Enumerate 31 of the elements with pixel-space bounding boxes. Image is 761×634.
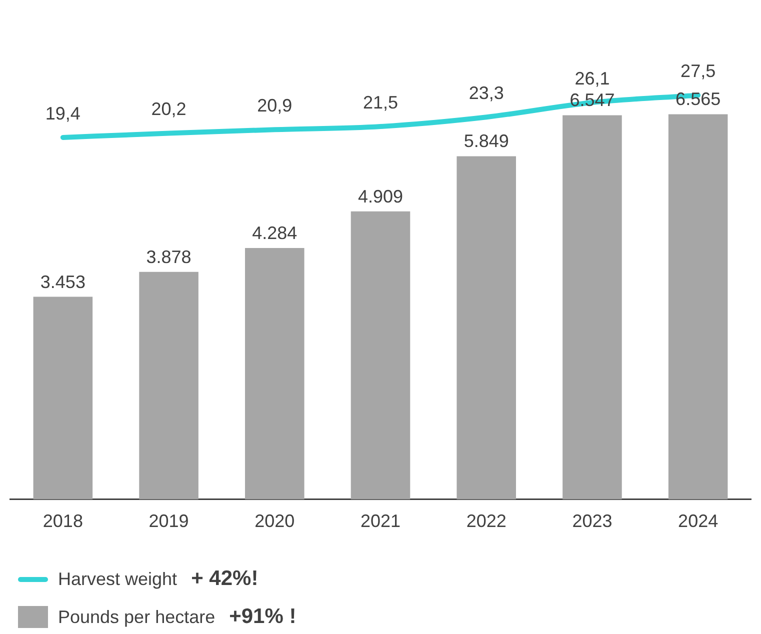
x-tick-label: 2019 [148, 511, 189, 532]
bar [668, 114, 728, 500]
legend-label: Harvest weight [58, 568, 178, 590]
data-label: 4.284 [252, 223, 298, 244]
x-tick-label: 2021 [360, 511, 401, 532]
bar [139, 272, 198, 500]
data-label: 4.909 [358, 186, 404, 206]
bar [245, 248, 304, 500]
bar [562, 115, 622, 500]
x-tick-label: 2020 [254, 511, 295, 532]
data-label: 26,1 [574, 68, 610, 88]
data-label: 27,5 [680, 61, 716, 82]
bar [33, 296, 93, 500]
data-label: 21,5 [362, 92, 398, 112]
legend-label: Pounds per hectare [58, 606, 216, 628]
text: + 42%! [191, 567, 258, 591]
data-label: 5.849 [464, 131, 509, 152]
x-tick-label: 2022 [466, 511, 506, 532]
x-tick-label: 2024 [678, 511, 718, 532]
bar [350, 211, 410, 500]
text: +91% ! [229, 605, 296, 629]
x-tick-label: 2018 [42, 511, 83, 532]
data-label: 3.878 [146, 246, 192, 267]
data-label: 23,3 [468, 83, 504, 104]
data-label: 19,4 [45, 103, 80, 124]
data-label: 20,9 [257, 96, 292, 116]
data-label: 3.453 [40, 272, 86, 292]
data-label: 6.565 [676, 89, 721, 110]
x-tick-label: 2023 [572, 511, 612, 532]
data-label: 20,2 [151, 99, 186, 120]
bar [456, 156, 516, 500]
